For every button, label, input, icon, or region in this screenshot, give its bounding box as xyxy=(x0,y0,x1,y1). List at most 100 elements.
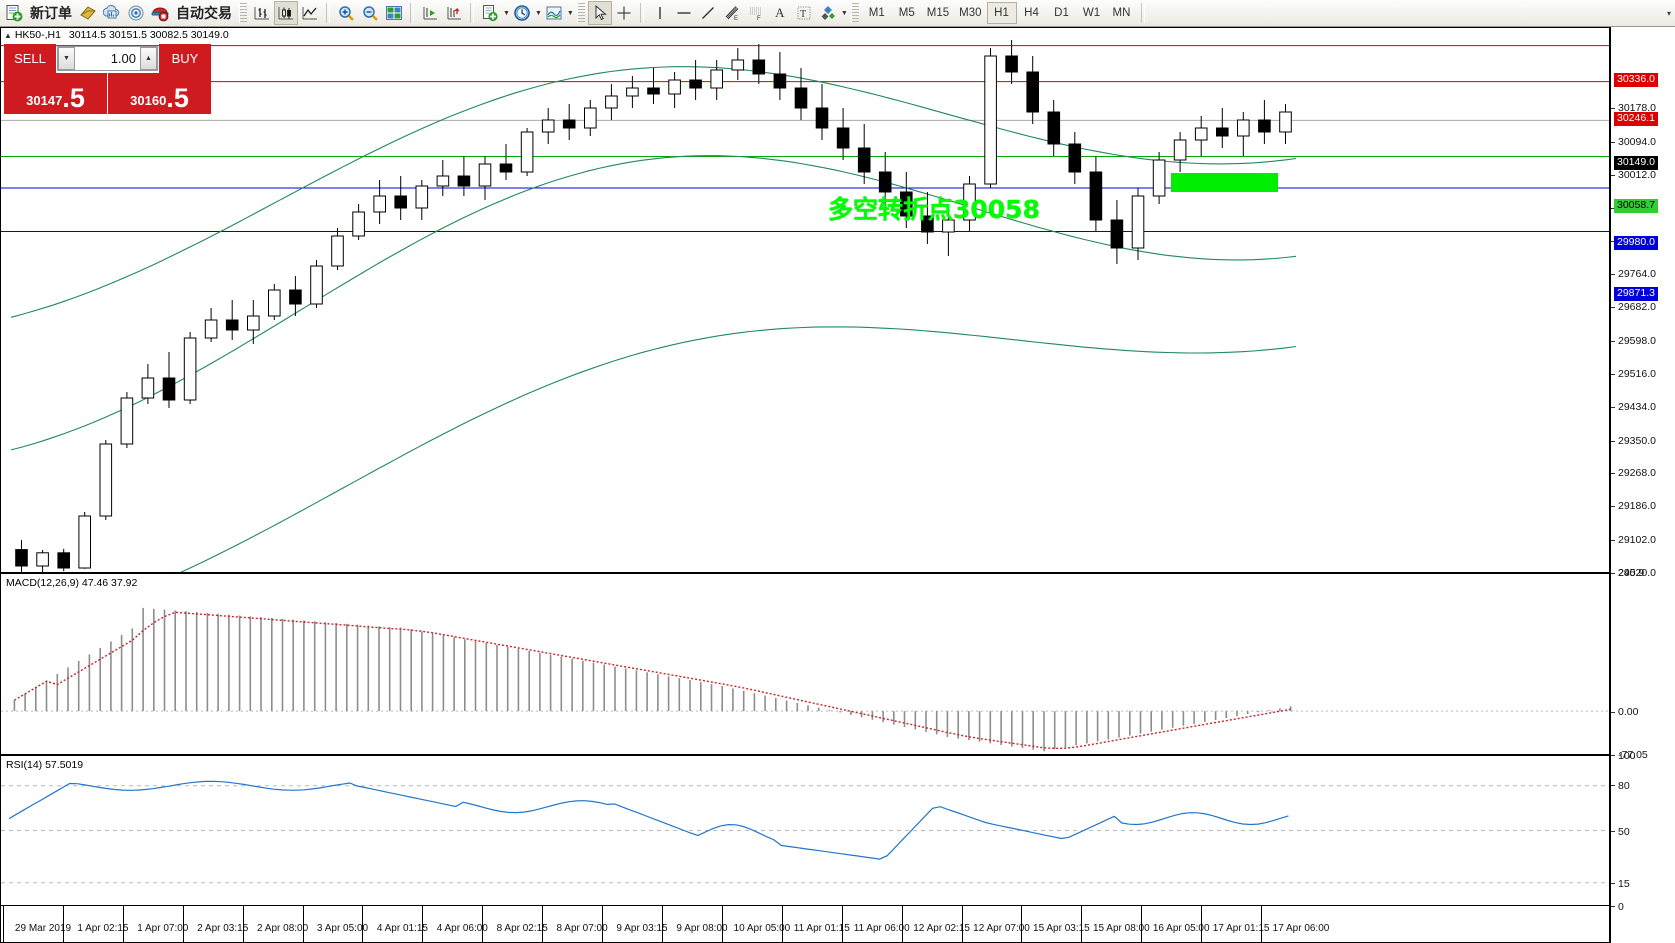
timeframe-m15[interactable]: M15 xyxy=(926,7,950,19)
collapse-icon[interactable]: ▲ xyxy=(4,31,12,40)
indicators-icon[interactable] xyxy=(542,1,566,25)
time-axis-label: 15 Apr 03:15 xyxy=(1033,923,1090,934)
equidistant-channel-icon[interactable]: E xyxy=(720,1,744,25)
time-axis-separator xyxy=(1021,906,1023,943)
price-axis-label: 30094.0 xyxy=(1618,135,1656,148)
resistance-line-label[interactable]: 30246.1 xyxy=(1614,112,1658,126)
current-price-label[interactable]: 30149.0 xyxy=(1614,156,1658,170)
macd-axis-label: -77.05 xyxy=(1618,749,1648,761)
templates-dropdown-caret[interactable]: ▼ xyxy=(503,9,510,17)
buy-button[interactable]: BUY xyxy=(159,44,211,73)
timeframe-d1[interactable]: D1 xyxy=(1054,7,1069,19)
book-icon[interactable] xyxy=(76,1,100,25)
auto-trading-label[interactable]: 自动交易 xyxy=(176,6,232,22)
text-label-icon[interactable]: T xyxy=(792,1,816,25)
time-axis-separator xyxy=(62,906,64,943)
timeframe-m5[interactable]: M5 xyxy=(898,7,915,19)
time-axis-separator xyxy=(122,906,124,943)
chart-title-bar: ▲ HK50-,H1 30114.5 30151.5 30082.5 30149… xyxy=(4,29,229,41)
candlestick-chart-icon[interactable] xyxy=(274,1,298,25)
price-axis-label: 29350.0 xyxy=(1618,434,1656,447)
pivot-line-label[interactable]: 30058.7 xyxy=(1614,199,1658,213)
time-axis-label: 9 Apr 03:15 xyxy=(616,923,668,934)
bar-chart-icon[interactable] xyxy=(250,1,274,25)
auto-trading-icon[interactable] xyxy=(148,1,172,25)
price-chart-canvas xyxy=(1,40,1609,572)
price-axis-label: 29516.0 xyxy=(1618,367,1656,380)
main-toolbar: 新订单 自动交易 xyxy=(0,0,1675,27)
macd-axis-tick xyxy=(1611,711,1615,713)
crosshair-icon[interactable] xyxy=(612,1,636,25)
time-axis-label: 8 Apr 02:15 xyxy=(496,923,548,934)
time-axis-separator xyxy=(1201,906,1203,943)
price-axis-label: 30178.0 xyxy=(1618,102,1656,115)
timeframe-w1[interactable]: W1 xyxy=(1082,7,1101,19)
navigator-icon[interactable] xyxy=(124,1,148,25)
price-axis-label: 30012.0 xyxy=(1618,168,1656,181)
data-window-icon[interactable] xyxy=(100,1,124,25)
price-axis-tick xyxy=(1611,174,1615,176)
toolbar-overflow-caret[interactable]: ▾ xyxy=(1666,9,1671,18)
one-click-trading-panel[interactable]: SELL ▼ 1.00 ▲ BUY 30147 .5 30160 .5 xyxy=(4,44,211,114)
support-line-label[interactable]: 29980.0 xyxy=(1614,236,1658,250)
trend-line-icon[interactable] xyxy=(696,1,720,25)
toolbar-grip[interactable] xyxy=(239,3,247,23)
trade-panel-prices-row: 30147 .5 30160 .5 xyxy=(4,73,211,114)
chart-area: ▲ HK50-,H1 30114.5 30151.5 30082.5 30149… xyxy=(0,27,1675,943)
period-dropdown-caret[interactable]: ▼ xyxy=(534,9,542,17)
toolbar-separator xyxy=(1140,3,1145,23)
price-axis-label: 29102.0 xyxy=(1618,534,1656,547)
price-axis[interactable]: 30178.030094.030012.029930.029846.029764… xyxy=(1610,27,1675,943)
objects-icon[interactable] xyxy=(816,1,840,25)
text-icon[interactable]: A xyxy=(775,5,785,20)
buy-price-integer: 30160 xyxy=(130,93,167,108)
volume-increment-button[interactable]: ▲ xyxy=(140,47,157,70)
time-axis-label: 12 Apr 02:15 xyxy=(913,923,970,934)
timeframe-m1[interactable]: M1 xyxy=(868,7,885,19)
sell-price-button[interactable]: 30147 .5 xyxy=(4,73,108,114)
cursor-icon[interactable] xyxy=(587,1,612,25)
highlight-rectangle[interactable] xyxy=(1171,173,1278,192)
time-axis-separator xyxy=(482,906,484,943)
macd-indicator-pane[interactable]: MACD(12,26,9) 47.46 37.92 xyxy=(0,573,1610,755)
tile-windows-icon[interactable] xyxy=(382,1,406,25)
timeframe-h1[interactable]: H1 xyxy=(986,2,1017,24)
new-order-icon[interactable] xyxy=(2,1,26,25)
price-axis-label: 29268.0 xyxy=(1618,467,1656,480)
period-icon[interactable] xyxy=(510,1,534,25)
volume-stepper[interactable]: ▼ 1.00 ▲ xyxy=(57,46,158,71)
vertical-line-icon[interactable] xyxy=(648,1,672,25)
resistance-line-label[interactable]: 30336.0 xyxy=(1614,73,1658,87)
volume-input[interactable]: 1.00 xyxy=(110,51,136,66)
templates-icon[interactable] xyxy=(478,1,502,25)
toolbar-grip[interactable] xyxy=(850,3,859,23)
macd-canvas xyxy=(1,607,1609,752)
auto-scroll-icon[interactable] xyxy=(442,1,466,25)
chart-annotation-text[interactable]: 多空转折点30058 xyxy=(828,195,1040,224)
zoom-in-icon[interactable] xyxy=(334,1,358,25)
time-axis[interactable]: 29 Mar 2019 1 Apr 02:15 1 Apr 07:00 2 Apr 0… xyxy=(0,906,1610,943)
price-chart-pane[interactable] xyxy=(0,27,1610,573)
chart-symbol-period: HK50-,H1 xyxy=(14,29,61,41)
time-axis-label: 29 Mar 2019 xyxy=(14,923,72,934)
timeframe-m30[interactable]: M30 xyxy=(959,7,982,19)
line-chart-icon[interactable] xyxy=(298,1,322,25)
support-line-label[interactable]: 29871.3 xyxy=(1614,287,1658,301)
time-axis-separator xyxy=(182,906,184,943)
sell-button[interactable]: SELL xyxy=(4,44,56,73)
zoom-out-icon[interactable] xyxy=(358,1,382,25)
volume-decrement-button[interactable]: ▼ xyxy=(58,47,75,70)
rsi-indicator-pane[interactable]: RSI(14) 57.5019 xyxy=(0,755,1610,906)
timeframe-mn[interactable]: MN xyxy=(1112,7,1131,19)
rsi-axis-tick xyxy=(1611,906,1615,907)
horizontal-line-icon[interactable] xyxy=(672,1,696,25)
timeframe-h4[interactable]: H4 xyxy=(1024,7,1039,19)
chart-shift-icon[interactable] xyxy=(418,1,442,25)
objects-dropdown-caret[interactable]: ▼ xyxy=(840,9,848,17)
new-order-label[interactable]: 新订单 xyxy=(30,6,72,22)
rsi-axis-tick xyxy=(1611,883,1615,885)
indicators-dropdown-caret[interactable]: ▼ xyxy=(566,9,574,17)
buy-price-button[interactable]: 30160 .5 xyxy=(108,73,211,114)
fibonacci-icon[interactable]: F xyxy=(744,1,768,25)
toolbar-grip[interactable] xyxy=(576,3,585,23)
